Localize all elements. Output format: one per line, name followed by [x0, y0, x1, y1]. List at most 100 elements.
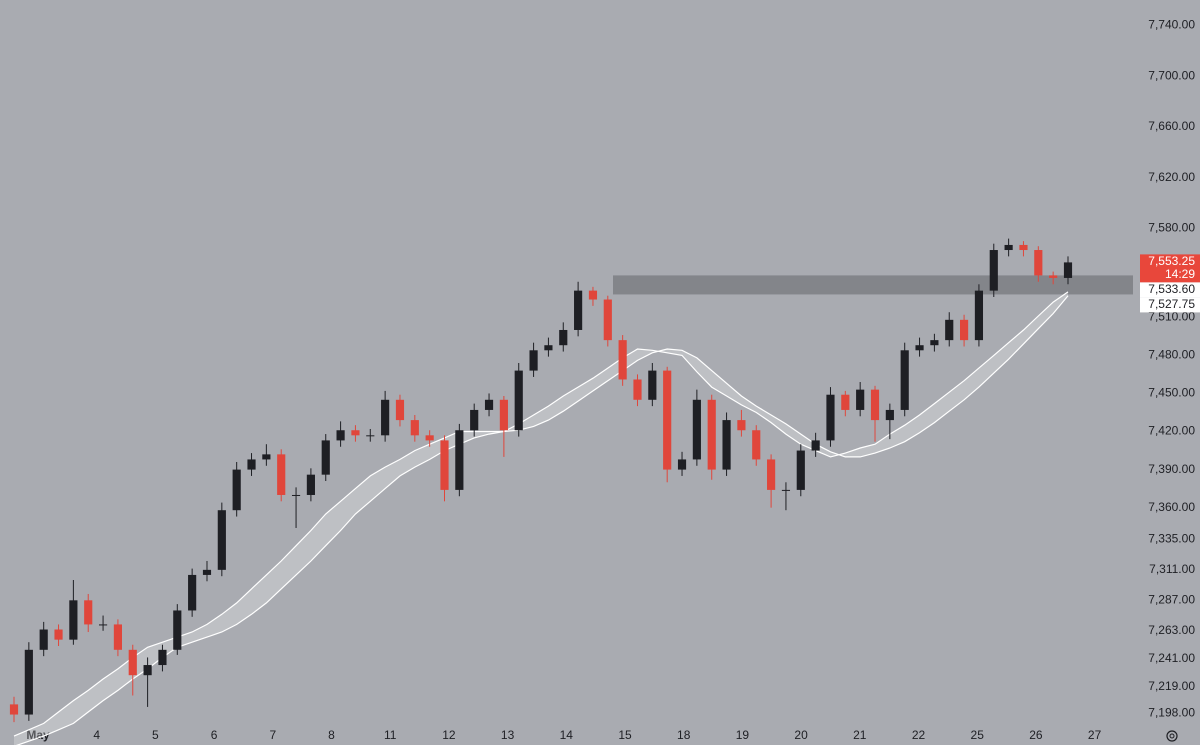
candle-body	[39, 629, 48, 650]
candle-body	[188, 574, 197, 611]
x-tick-label: 27	[1088, 728, 1102, 742]
ma-band	[14, 291, 1068, 745]
price-label-box	[1140, 282, 1200, 298]
candle-body	[336, 430, 345, 441]
y-tick-label: 7,480.00	[1148, 348, 1195, 362]
x-tick-label: 25	[971, 728, 985, 742]
candle-body	[306, 474, 315, 495]
candle-body	[202, 569, 212, 575]
moving-average-line	[15, 295, 1069, 745]
candle-body	[737, 420, 746, 431]
candle-body	[98, 624, 108, 626]
y-tick-label: 7,263.00	[1148, 623, 1195, 637]
candle-body	[692, 399, 701, 460]
candle-body	[470, 409, 479, 431]
candle-body	[618, 340, 627, 380]
x-tick-label: 6	[211, 728, 218, 742]
candle-body	[321, 440, 330, 475]
y-tick-label: 7,335.00	[1148, 532, 1195, 546]
x-tick-label: 4	[93, 728, 100, 742]
candle-body	[841, 394, 850, 410]
candle-body	[484, 399, 494, 410]
price-label-box	[1140, 297, 1200, 313]
candle-body	[915, 345, 924, 351]
candle-body	[395, 399, 405, 421]
candle-body	[885, 409, 894, 421]
x-tick-label: 26	[1029, 728, 1043, 742]
candle-body	[722, 420, 731, 470]
y-tick-label: 7,620.00	[1148, 170, 1195, 184]
candle-body	[217, 510, 226, 570]
candle-body	[870, 389, 880, 421]
candle-body	[989, 250, 998, 291]
y-axis: 7,198.00 7,219.00 7,241.00 7,263.00 7,287.00…	[1148, 18, 1195, 720]
y-tick-label: 7,390.00	[1148, 462, 1195, 476]
x-tick-label: 15	[618, 728, 632, 742]
settings-icon[interactable]	[1166, 730, 1178, 742]
y-tick-label: 7,660.00	[1148, 119, 1195, 133]
candle-body	[351, 430, 360, 436]
y-tick-label: 7,311.00	[1149, 562, 1195, 576]
x-tick-label: 19	[736, 728, 750, 742]
candle-body	[544, 345, 553, 351]
candle-body	[707, 399, 716, 470]
x-tick-label: 8	[328, 728, 335, 742]
candle-body	[574, 290, 583, 330]
candle-body	[69, 600, 78, 640]
candle-body	[974, 290, 984, 341]
x-tick-label: 20	[794, 728, 808, 742]
candle-body	[1019, 244, 1028, 251]
candle-body	[455, 430, 464, 490]
y-tick-label: 7,450.00	[1148, 386, 1195, 400]
candle-body	[143, 665, 152, 676]
candle-body	[128, 649, 137, 676]
candle-body	[588, 290, 598, 300]
candle-body	[960, 319, 969, 341]
y-tick-label: 7,740.00	[1148, 18, 1195, 32]
candle-body	[366, 435, 375, 437]
candle-body	[811, 440, 820, 451]
candle-body	[425, 435, 434, 441]
x-tick-label: 5	[152, 728, 159, 742]
candle-body	[1004, 244, 1013, 251]
y-tick-label: 7,241.00	[1148, 651, 1195, 665]
candle-body	[54, 629, 63, 640]
x-tick-label: 14	[560, 728, 574, 742]
candle-body	[440, 440, 449, 490]
candle-body	[663, 370, 672, 470]
candle-body	[529, 350, 538, 371]
price-label: 7,533.60	[1148, 282, 1195, 296]
candle-body	[410, 420, 419, 436]
price-label-time: 14:29	[1165, 267, 1195, 281]
y-tick-label: 7,287.00	[1148, 592, 1195, 606]
candle-body	[381, 399, 390, 436]
x-tick-label: 11	[384, 728, 397, 742]
candle-body	[291, 494, 301, 496]
x-tick-label: 7	[269, 728, 276, 742]
candle-body	[84, 600, 93, 625]
moving-average-line	[13, 291, 1069, 737]
candle-body	[796, 450, 805, 490]
y-tick-label: 7,360.00	[1148, 500, 1195, 514]
y-tick-label: 7,700.00	[1148, 68, 1195, 82]
y-tick-label: 7,580.00	[1148, 221, 1195, 235]
candle-body	[262, 454, 271, 460]
candle-body	[247, 459, 256, 470]
candle-body	[499, 399, 508, 431]
candle-body	[856, 389, 865, 410]
candle-body	[277, 454, 286, 495]
candle-body	[113, 624, 122, 650]
y-tick-label: 7,420.00	[1148, 424, 1195, 438]
y-tick-label: 7,510.00	[1148, 309, 1195, 323]
candle-body	[767, 459, 776, 490]
x-tick-label: 21	[853, 728, 867, 742]
y-tick-label: 7,219.00	[1148, 679, 1195, 693]
settings-icon-ring[interactable]	[1166, 730, 1178, 742]
candle-body	[173, 610, 182, 650]
candle-body	[1034, 250, 1043, 276]
x-tick-label: May	[26, 728, 50, 742]
settings-icon-core[interactable]	[1169, 733, 1175, 739]
candle-body	[677, 459, 687, 470]
x-tick-label: 22	[912, 728, 926, 742]
